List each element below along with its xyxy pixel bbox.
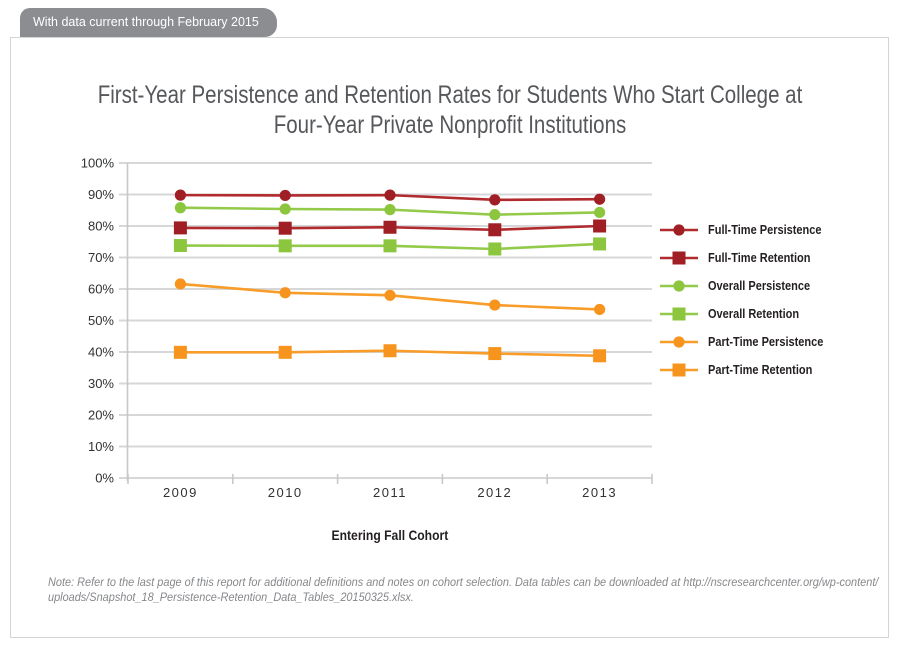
legend: Full-Time Persistence Full-Time Retention… — [660, 222, 895, 378]
legend-item: Full-Time Persistence — [660, 222, 895, 238]
y-tick-label: 40% — [88, 345, 114, 360]
data-point-circle — [594, 193, 606, 205]
data-point-circle — [594, 206, 606, 219]
data-point-square — [278, 239, 292, 253]
x-tick-label: 2011 — [373, 485, 407, 500]
y-tick-label: 10% — [88, 439, 114, 454]
x-tick-label: 2012 — [477, 485, 512, 500]
data-point-circle — [174, 189, 186, 201]
legend-label: Overall Persistence — [708, 279, 811, 293]
x-tick-label: 2013 — [582, 485, 617, 500]
y-tick-label: 100% — [81, 156, 115, 171]
data-point-square — [488, 223, 502, 237]
y-tick-label: 70% — [88, 250, 114, 265]
data-point-square — [383, 344, 397, 358]
data-point-square — [173, 239, 187, 253]
legend-label: Part-Time Retention — [708, 363, 813, 377]
x-axis-title-text: Entering Fall Cohort — [331, 528, 448, 543]
data-point-circle — [279, 287, 291, 299]
data-current-badge: With data current through February 2015 — [20, 8, 277, 37]
y-tick-label: 90% — [88, 187, 114, 202]
x-axis-title: Entering Fall Cohort — [127, 528, 652, 543]
y-tick-label: 50% — [88, 313, 114, 328]
data-current-badge-text: With data current through February 2015 — [33, 15, 259, 29]
legend-label: Part-Time Persistence — [708, 335, 824, 349]
data-point-circle — [489, 194, 501, 206]
data-point-square — [488, 242, 502, 256]
legend-circle-icon — [660, 224, 698, 236]
legend-label: Full-Time Persistence — [708, 223, 822, 237]
legend-label: Full-Time Retention — [708, 251, 811, 265]
data-point-square — [173, 345, 187, 359]
data-point-circle — [174, 202, 186, 214]
chart-area: 100% 90% 80% 70% 60% 50% 40% 30% 20% 10% 0% 2009 201… — [40, 140, 700, 512]
y-tick-label: 30% — [88, 376, 114, 391]
legend-circle-icon — [660, 336, 698, 348]
data-point-square — [278, 345, 292, 359]
report-panel — [10, 37, 889, 638]
data-point-circle — [384, 204, 396, 216]
footnote-line-2: uploads/Snapshot_18_Persistence-Retentio… — [48, 592, 414, 604]
chart-svg: 100% 90% 80% 70% 60% 50% 40% 30% 20% 10% 0% 2009 201… — [81, 156, 653, 500]
data-point-circle — [279, 203, 291, 215]
y-tick-label: 80% — [88, 219, 114, 234]
data-point-square — [593, 349, 607, 363]
data-point-circle — [384, 189, 396, 201]
legend-circle-icon — [660, 280, 698, 292]
x-tick-label: 2010 — [268, 485, 303, 500]
footnote-line-1: Note: Refer to the last page of this rep… — [48, 577, 879, 589]
data-point-circle — [594, 303, 606, 316]
legend-item: Full-Time Retention — [660, 250, 895, 266]
y-tick-label: 60% — [88, 282, 114, 297]
data-point-square — [383, 220, 397, 234]
data-point-circle — [384, 289, 396, 301]
chart-title: First-Year Persistence and Retention Rat… — [0, 80, 900, 140]
data-point-square — [173, 221, 187, 235]
data-point-square — [593, 219, 607, 233]
legend-item: Part-Time Retention — [660, 362, 895, 378]
y-tick-label: 20% — [88, 408, 114, 423]
data-point-square — [488, 347, 502, 361]
legend-square-icon — [660, 307, 698, 321]
legend-item: Part-Time Persistence — [660, 334, 895, 350]
data-point-square — [278, 221, 292, 235]
data-point-circle — [279, 189, 291, 202]
legend-square-icon — [660, 363, 698, 377]
legend-label: Overall Retention — [708, 307, 800, 321]
y-tick-label: 0% — [95, 471, 114, 486]
legend-item: Overall Persistence — [660, 278, 895, 294]
data-point-circle — [174, 278, 186, 290]
legend-square-icon — [660, 251, 698, 265]
chart-title-line-1: First-Year Persistence and Retention Rat… — [97, 81, 803, 109]
data-point-square — [383, 239, 397, 253]
data-point-circle — [489, 299, 501, 311]
data-point-circle — [489, 209, 501, 221]
chart-title-line-2: Four-Year Private Nonprofit Institutions — [273, 111, 627, 139]
legend-item: Overall Retention — [660, 306, 895, 322]
x-tick-label: 2009 — [163, 485, 198, 500]
footnote: Note: Refer to the last page of this rep… — [48, 576, 878, 606]
data-point-square — [593, 237, 607, 251]
